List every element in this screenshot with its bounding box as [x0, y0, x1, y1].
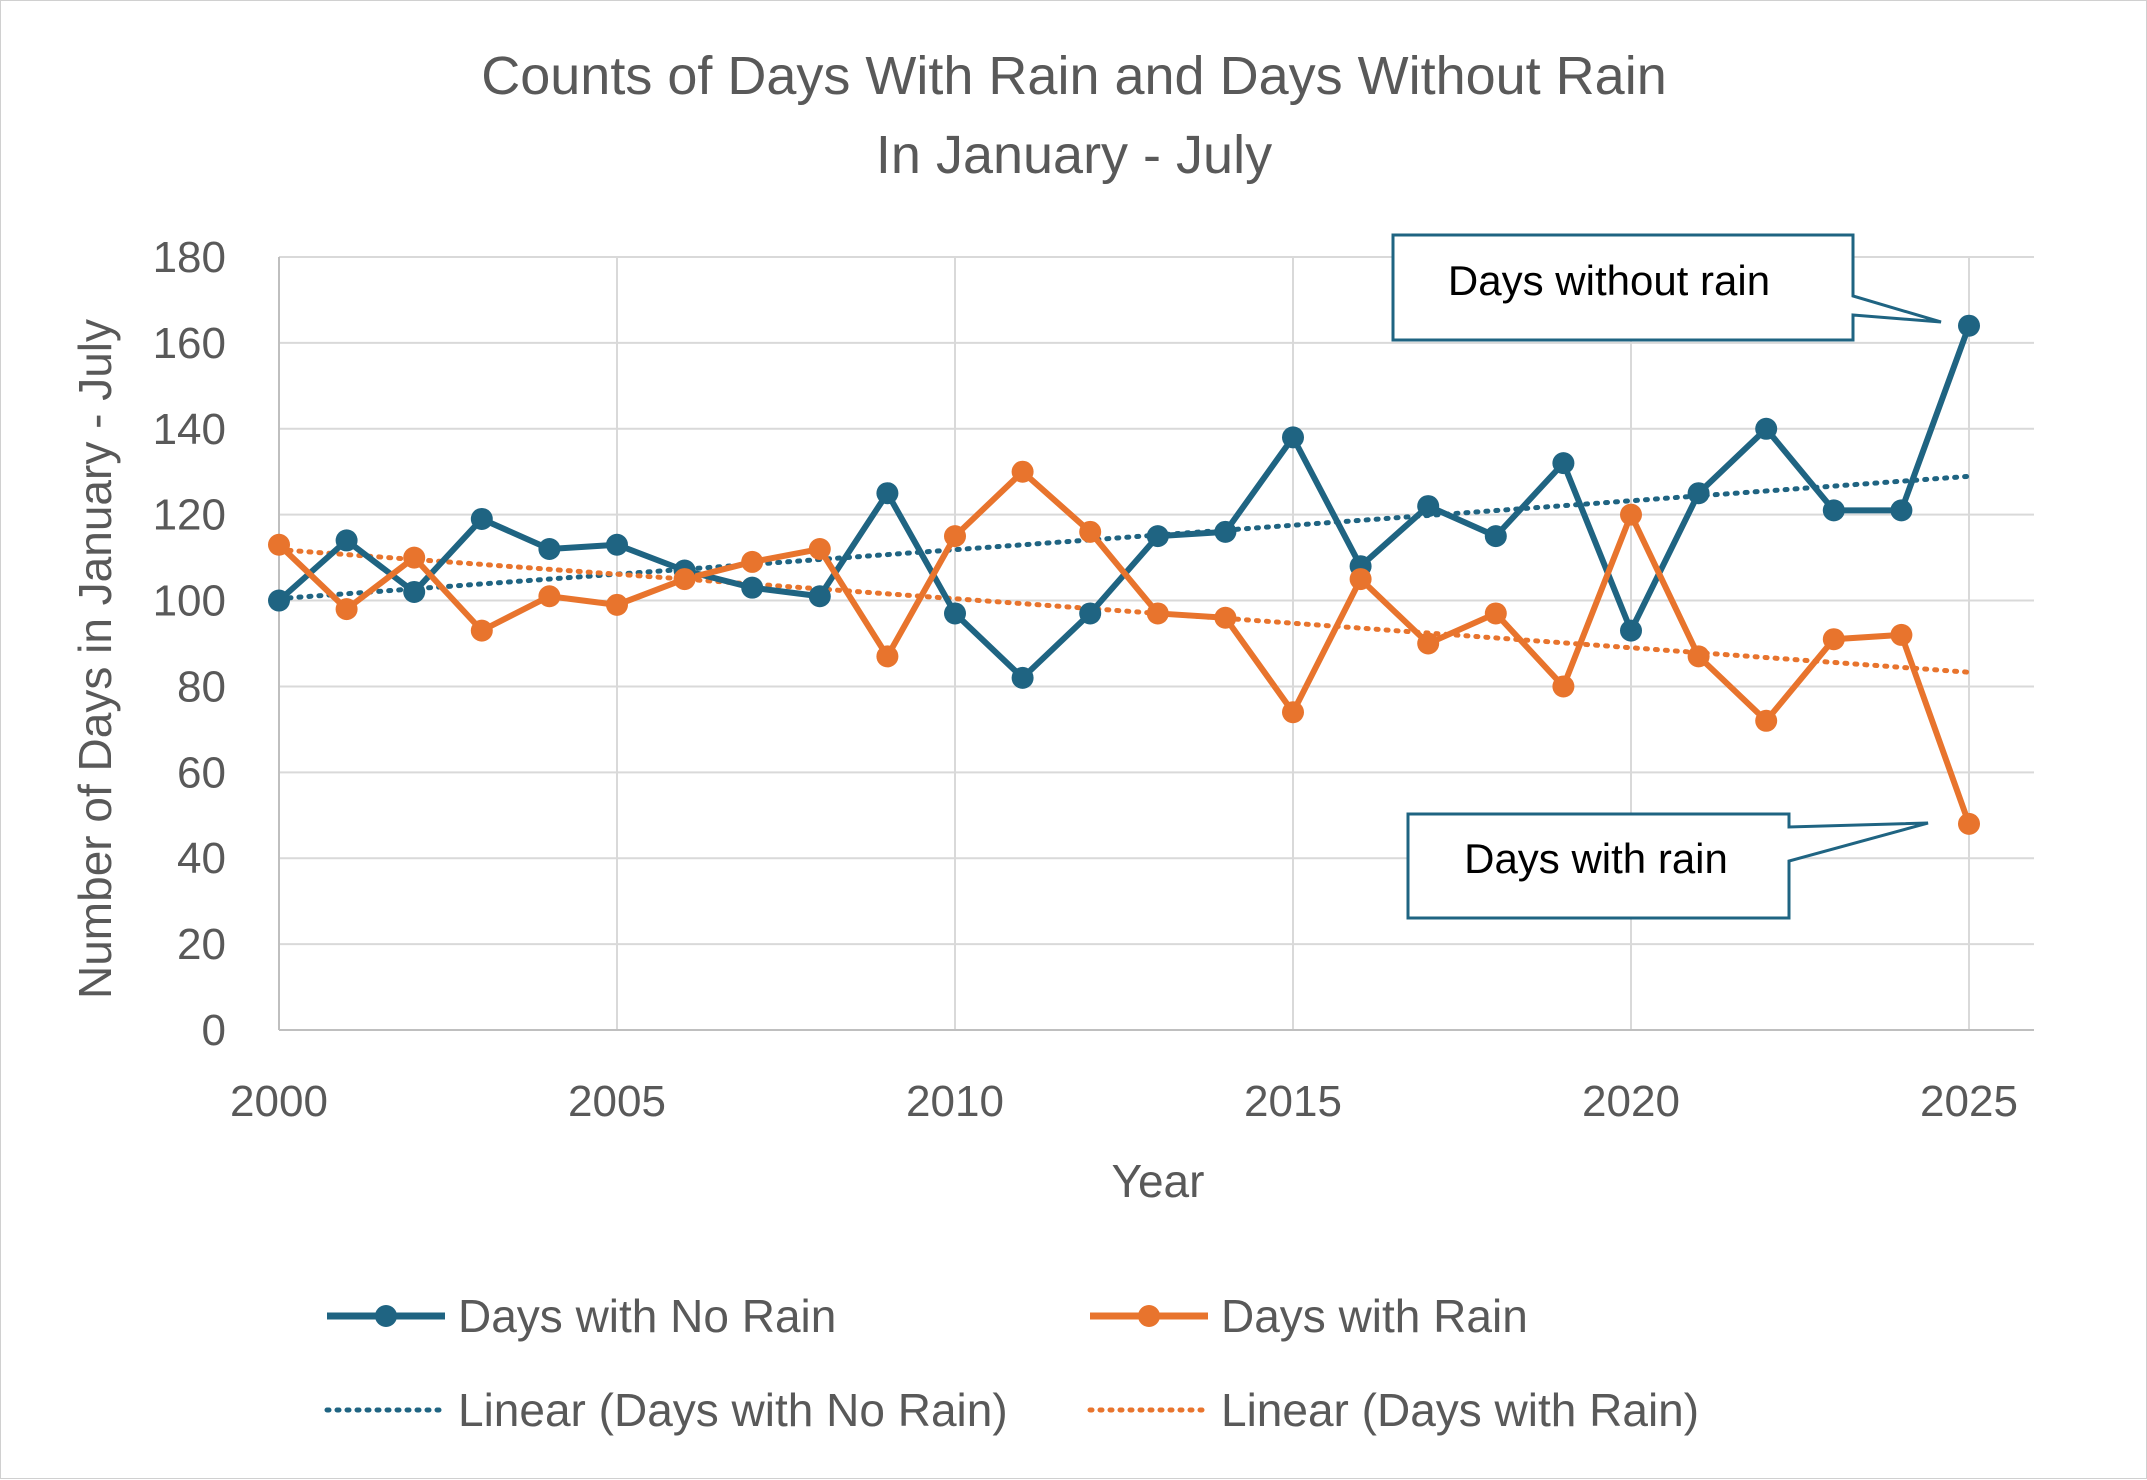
data-point	[1822, 628, 1845, 651]
callout-days-without-rain: Days without rain	[1391, 233, 1942, 342]
data-point	[1079, 602, 1102, 625]
x-tick-label: 2010	[906, 1077, 1004, 1126]
data-point	[1484, 602, 1507, 625]
legend-label: Linear (Days with Rain)	[1221, 1384, 1699, 1436]
legend-marker-swatch	[375, 1305, 397, 1327]
data-point	[1214, 606, 1237, 629]
data-point	[1687, 482, 1710, 505]
data-point	[470, 619, 493, 642]
trendlines	[276, 473, 1972, 675]
x-axis-title: Year	[1112, 1155, 1205, 1207]
y-tick-label: 20	[177, 920, 226, 969]
data-point	[1282, 426, 1304, 449]
data-point	[876, 645, 899, 668]
x-tick-label: 2000	[230, 1077, 328, 1126]
data-point	[1011, 666, 1034, 689]
legend-label: Linear (Days with No Rain)	[458, 1384, 1008, 1436]
series-line-0	[276, 322, 1972, 681]
data-point	[944, 602, 966, 625]
data-point	[1552, 675, 1575, 698]
x-tick-label: 2025	[1920, 1077, 2018, 1126]
legend: Days with No Rain Days with Rain Linear …	[324, 1290, 1699, 1436]
data-point	[1755, 417, 1778, 440]
y-tick-label: 140	[153, 405, 226, 454]
legend-label: Days with No Rain	[458, 1290, 836, 1342]
y-tick-label: 40	[177, 834, 226, 883]
legend-label: Days with Rain	[1221, 1290, 1528, 1342]
series-lines	[276, 322, 1972, 827]
data-point	[335, 529, 358, 552]
tick-labels: 0 20 40 60 80 100 120 140 160 180 2000 2005 2010 2015…	[153, 233, 2018, 1126]
data-point	[538, 585, 561, 608]
series-line-1	[276, 468, 1972, 827]
data-point	[944, 525, 966, 548]
data-point	[1417, 495, 1440, 518]
gridlines	[279, 256, 2034, 1030]
trendline	[276, 473, 1972, 602]
data-point	[1958, 314, 1980, 337]
legend-item-rain: Days with Rain	[1090, 1290, 1528, 1342]
data-point	[1552, 452, 1575, 475]
data-point	[403, 580, 426, 603]
legend-item-linear-no-rain: Linear (Days with No Rain)	[324, 1384, 1008, 1436]
data-point	[741, 576, 764, 599]
axes	[278, 257, 2034, 1031]
y-tick-label: 60	[177, 748, 226, 797]
data-point	[1214, 520, 1237, 543]
data-point	[808, 585, 831, 608]
data-point	[808, 538, 831, 561]
data-point	[1620, 503, 1642, 526]
callout-label: Days with rain	[1464, 835, 1728, 882]
y-axis-title: Number of Days in January - July	[69, 319, 121, 999]
data-point	[1890, 623, 1913, 646]
chart-title-line-2: In January - July	[876, 125, 1272, 185]
trendline	[276, 547, 1972, 675]
data-point	[1620, 619, 1642, 642]
callout-days-with-rain: Days with rain	[1406, 812, 1929, 920]
y-tick-label: 180	[153, 233, 226, 282]
data-point	[1079, 520, 1102, 543]
data-point	[606, 593, 628, 616]
data-point	[268, 533, 290, 556]
data-point	[1890, 499, 1913, 522]
data-point	[470, 507, 493, 530]
data-point	[1417, 632, 1440, 655]
data-point	[1484, 525, 1507, 548]
data-point	[1146, 525, 1169, 548]
data-point	[335, 598, 358, 621]
data-point	[1011, 460, 1034, 483]
data-point	[606, 533, 628, 556]
y-tick-label: 80	[177, 662, 226, 711]
data-point	[673, 568, 696, 591]
y-tick-label: 0	[202, 1006, 226, 1055]
callout-box	[1406, 812, 1929, 920]
data-point	[1822, 499, 1845, 522]
y-tick-label: 100	[153, 577, 226, 626]
data-point	[1349, 568, 1372, 591]
data-point	[876, 482, 899, 505]
data-point	[268, 589, 290, 612]
data-point	[1687, 645, 1710, 668]
data-point	[741, 550, 764, 573]
legend-item-no-rain: Days with No Rain	[327, 1290, 836, 1342]
y-tick-label: 120	[153, 491, 226, 540]
x-tick-label: 2015	[1244, 1077, 1342, 1126]
data-point	[1146, 602, 1169, 625]
data-point	[538, 538, 561, 561]
callout-box	[1391, 233, 1942, 342]
x-tick-label: 2020	[1582, 1077, 1680, 1126]
series-markers	[268, 314, 1980, 835]
data-point	[1958, 812, 1980, 835]
y-tick-label: 160	[153, 319, 226, 368]
legend-marker-swatch	[1138, 1305, 1160, 1327]
chart-title-line-1: Counts of Days With Rain and Days Withou…	[481, 46, 1667, 106]
data-point	[1282, 701, 1304, 724]
callout-label: Days without rain	[1448, 257, 1770, 304]
x-tick-label: 2005	[568, 1077, 666, 1126]
data-point	[1755, 709, 1778, 732]
data-point	[403, 546, 426, 569]
legend-item-linear-rain: Linear (Days with Rain)	[1087, 1384, 1699, 1436]
